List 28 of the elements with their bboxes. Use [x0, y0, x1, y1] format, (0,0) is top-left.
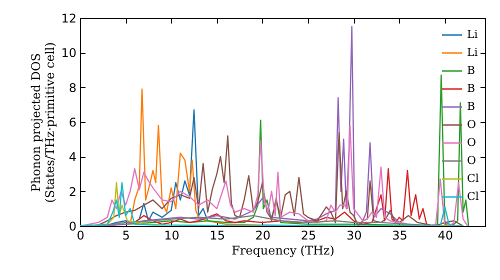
y-tick-label: 6 — [68, 116, 76, 130]
legend-label: Li — [467, 46, 478, 59]
legend-label: Li — [467, 28, 478, 41]
x-tick-label: 40 — [438, 228, 454, 242]
x-tick-label: 25 — [300, 228, 316, 242]
x-tick-label: 5 — [122, 228, 130, 242]
legend-label: Cl — [467, 172, 480, 185]
x-tick-label: 15 — [210, 228, 225, 242]
x-tick-label: 20 — [255, 228, 271, 242]
y-tick-label: 8 — [68, 80, 76, 95]
y-tick-label: 12 — [61, 12, 76, 26]
y-tick-label: 10 — [61, 46, 76, 60]
legend-label: B — [467, 64, 476, 77]
y-axis-title: Phonon projected DOS (States/THz·primitive cell) — [29, 42, 58, 203]
y-tick-label: 4 — [68, 150, 76, 164]
x-tick-label: 30 — [346, 228, 362, 242]
legend-label: O — [467, 118, 476, 131]
line-series — [130, 88, 264, 226]
legend-label: O — [467, 154, 476, 167]
legend-label: B — [467, 100, 476, 113]
y-tick-label: 2 — [68, 184, 76, 199]
legend-label: B — [467, 82, 476, 95]
x-tick-label: 10 — [164, 228, 180, 242]
legend-label: Cl — [467, 190, 480, 203]
legend-label: O — [467, 136, 476, 149]
x-tick-label: 35 — [392, 228, 408, 242]
x-axis-title: Frequency (THz) — [232, 244, 334, 258]
y-tick-label: 0 — [68, 220, 76, 234]
